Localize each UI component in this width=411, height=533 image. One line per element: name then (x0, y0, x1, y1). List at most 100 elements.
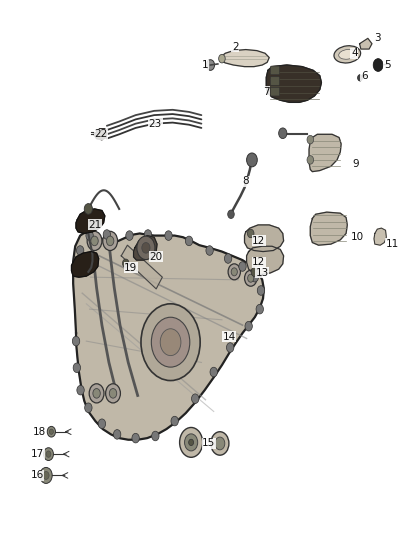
Circle shape (228, 264, 240, 280)
Circle shape (144, 230, 152, 239)
Circle shape (103, 230, 111, 239)
Circle shape (165, 231, 172, 240)
Ellipse shape (339, 50, 356, 59)
Circle shape (152, 431, 159, 441)
Text: 14: 14 (223, 332, 236, 342)
Circle shape (72, 336, 80, 346)
Circle shape (226, 343, 234, 352)
Circle shape (171, 416, 178, 426)
Circle shape (251, 267, 259, 277)
Circle shape (46, 451, 51, 457)
Circle shape (192, 394, 199, 403)
Text: 6: 6 (361, 71, 367, 80)
Circle shape (251, 272, 259, 282)
Circle shape (73, 363, 81, 373)
Text: 18: 18 (32, 427, 46, 437)
Text: 7: 7 (263, 87, 270, 96)
Circle shape (103, 231, 118, 251)
Circle shape (211, 432, 229, 455)
Text: 23: 23 (149, 119, 162, 128)
Circle shape (77, 385, 84, 395)
Circle shape (247, 229, 254, 238)
Text: 21: 21 (89, 220, 102, 230)
Circle shape (307, 156, 314, 164)
Circle shape (228, 210, 234, 219)
Polygon shape (247, 246, 284, 274)
Text: 9: 9 (352, 159, 359, 169)
Text: 1: 1 (201, 60, 208, 70)
Polygon shape (121, 245, 162, 289)
Polygon shape (72, 252, 99, 277)
Circle shape (185, 236, 193, 246)
FancyBboxPatch shape (270, 77, 279, 85)
Text: 10: 10 (351, 232, 364, 242)
Circle shape (151, 317, 190, 367)
Circle shape (47, 426, 55, 437)
Circle shape (142, 243, 150, 253)
Circle shape (160, 329, 181, 356)
Text: 3: 3 (374, 34, 381, 43)
Circle shape (109, 389, 117, 398)
Circle shape (210, 367, 217, 377)
Circle shape (224, 254, 232, 263)
Circle shape (89, 384, 104, 403)
Polygon shape (134, 236, 157, 260)
Polygon shape (309, 134, 341, 172)
Circle shape (40, 467, 52, 483)
FancyBboxPatch shape (270, 87, 279, 96)
Circle shape (132, 433, 139, 443)
Circle shape (239, 262, 246, 271)
Text: 2: 2 (232, 42, 238, 52)
Circle shape (122, 259, 129, 268)
Circle shape (206, 246, 213, 255)
Polygon shape (220, 50, 269, 67)
Text: 8: 8 (242, 176, 249, 186)
Circle shape (141, 304, 200, 381)
Circle shape (106, 236, 114, 246)
Circle shape (247, 153, 257, 167)
Text: 12: 12 (252, 257, 266, 267)
Polygon shape (245, 225, 284, 252)
Circle shape (206, 60, 215, 70)
Circle shape (43, 471, 49, 480)
Text: 4: 4 (351, 49, 358, 58)
Circle shape (245, 270, 257, 286)
Circle shape (256, 304, 263, 314)
Circle shape (126, 231, 133, 240)
Circle shape (215, 437, 225, 450)
Text: 15: 15 (202, 439, 215, 448)
Text: 13: 13 (256, 268, 269, 278)
Circle shape (113, 430, 121, 439)
Circle shape (84, 204, 92, 214)
Circle shape (247, 274, 254, 282)
Circle shape (98, 419, 106, 429)
Circle shape (245, 321, 252, 331)
Polygon shape (76, 209, 105, 233)
Circle shape (93, 389, 100, 398)
Circle shape (257, 286, 265, 295)
Circle shape (44, 448, 53, 461)
Polygon shape (374, 228, 386, 245)
Circle shape (91, 236, 98, 246)
Polygon shape (73, 230, 264, 440)
Text: 17: 17 (31, 449, 44, 459)
Circle shape (76, 246, 84, 255)
FancyBboxPatch shape (270, 66, 279, 75)
Circle shape (87, 231, 102, 251)
Circle shape (137, 236, 155, 260)
Text: 22: 22 (94, 130, 107, 139)
Circle shape (180, 427, 203, 457)
Polygon shape (310, 212, 347, 245)
Polygon shape (360, 38, 372, 49)
Polygon shape (95, 129, 107, 140)
Circle shape (189, 439, 194, 446)
Text: 16: 16 (30, 471, 44, 480)
Text: 19: 19 (124, 263, 137, 272)
Circle shape (358, 75, 363, 81)
Text: 11: 11 (386, 239, 399, 248)
Circle shape (307, 135, 314, 144)
Ellipse shape (334, 46, 360, 63)
Circle shape (373, 59, 383, 71)
Circle shape (279, 128, 287, 139)
Polygon shape (266, 65, 321, 102)
